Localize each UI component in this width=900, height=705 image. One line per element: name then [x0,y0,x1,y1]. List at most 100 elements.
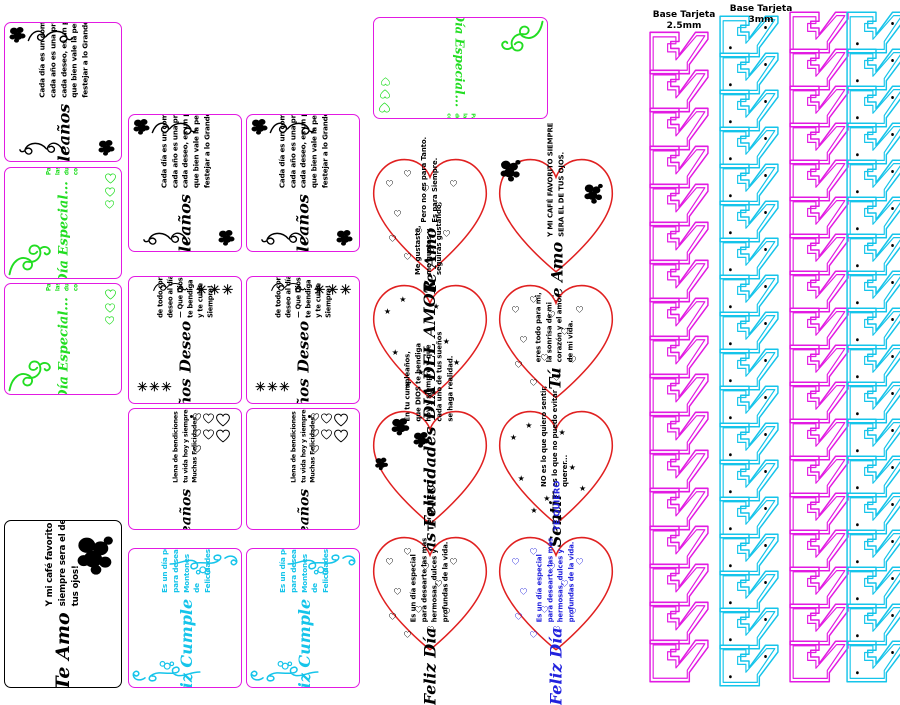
base-piece[interactable] [648,68,710,114]
vine-flourish-icon [501,19,545,57]
base-piece[interactable] [845,491,900,536]
base-piece[interactable] [718,384,780,429]
base-piece[interactable] [648,372,710,418]
base-piece[interactable] [718,421,780,466]
base-piece[interactable] [648,448,710,494]
base-piece[interactable] [648,106,710,152]
heart-heart-sentir[interactable]: Sentir NO es lo que quiero sentir, es lo q… [492,386,620,548]
base-piece[interactable] [845,47,900,92]
base-piece[interactable] [845,380,900,425]
base-piece[interactable] [788,454,850,499]
base-piece[interactable] [788,491,850,536]
base-piece[interactable] [845,269,900,314]
base-piece[interactable] [648,600,710,646]
base-piece[interactable] [788,417,850,462]
base-piece[interactable] [845,417,900,462]
base-piece[interactable] [718,532,780,577]
base-piece[interactable] [845,121,900,166]
label-line-2: 3mm [748,15,774,25]
base-piece[interactable] [845,195,900,240]
base-piece[interactable] [718,458,780,503]
base-piece[interactable] [845,306,900,351]
base-piece[interactable] [788,380,850,425]
card-card-cumple-dios-2[interactable]: Feliz CumpleañosDeseode todo corazón pue… [246,276,360,404]
base-piece[interactable] [788,232,850,277]
vine-flourish-icon [7,355,51,393]
base-piece[interactable] [845,10,900,55]
card-card-cumple-clasico-3[interactable]: Feliz CumpleañosCada día es un comienzo,… [246,114,360,252]
base-piece[interactable] [718,88,780,133]
base-piece[interactable] [648,524,710,570]
hearts-cluster-icon [311,413,355,453]
card-card-cumple-bendiciones-2[interactable]: Feliz Cumpleaños Llena de bendiciones par… [246,408,360,530]
base-piece[interactable] [845,602,900,647]
base-piece[interactable] [788,121,850,166]
card-card-cumple-bendiciones-1[interactable]: Feliz Cumpleaños Llena de bendiciones par… [128,408,242,530]
base-piece[interactable] [648,638,710,684]
base-piece[interactable] [648,258,710,304]
base-piece[interactable] [788,639,850,684]
base-piece[interactable] [788,306,850,351]
base-piece[interactable] [788,195,850,240]
heart-heart-te-amo-siempre[interactable]: Te Amo Pero no es para Tanto. Es para Siem… [366,137,494,293]
base-piece[interactable] [648,182,710,228]
base-piece[interactable] [788,602,850,647]
base-piece[interactable] [845,84,900,129]
base-piece[interactable] [788,10,850,55]
base-piece[interactable] [788,269,850,314]
base-piece[interactable] [845,343,900,388]
base-piece[interactable] [845,565,900,610]
base-piece[interactable] [788,84,850,129]
card-card-feliz-cumple-cyan-1[interactable]: Feliz Cumple Es un día perfecto para desea… [128,548,242,688]
heart-line: hoy y siempre y que [425,344,434,422]
card-card-te-amo-cafe[interactable]: Te Amo Y mi café favorito siempre sera el … [4,520,122,688]
heart-heart-muchas-felicidades[interactable]: Muchas Felicidades En tu cumpleaños, que D… [366,331,494,603]
card-card-cumple-clasico-1[interactable]: Feliz CumpleañosCada día es un comienzo,… [4,22,122,162]
card-card-feliz-cumple-cyan-2[interactable]: Feliz Cumple Es un día perfecto para desea… [246,548,360,688]
base-piece[interactable] [718,643,780,688]
base-piece[interactable] [718,495,780,540]
base-piece[interactable] [718,606,780,651]
base-piece[interactable] [718,14,780,59]
base-piece[interactable] [845,454,900,499]
base-piece[interactable] [788,528,850,573]
heart-heart-te-amo-cafe[interactable]: Te Amo Y MI CAFÉ FAVORITO SIEMPRE SERA EL … [492,122,620,308]
base-piece[interactable] [648,562,710,608]
base-piece[interactable] [718,125,780,170]
base-piece[interactable] [845,232,900,277]
base-piece[interactable] [718,569,780,614]
base-piece[interactable] [648,486,710,532]
base-piece[interactable] [845,639,900,684]
base-piece[interactable] [718,310,780,355]
base-piece[interactable] [845,158,900,203]
heart-heart-feliz-dia-black[interactable]: Feliz Día Es un día especial para desearte… [366,481,494,705]
heart-heart-feliz-dia-blue[interactable]: Feliz Día Es un día especial para desearte… [492,481,620,705]
base-piece[interactable] [845,528,900,573]
base-piece[interactable] [648,144,710,190]
base-piece[interactable] [718,273,780,318]
star-flourish-icon [249,377,291,401]
base-piece[interactable] [718,236,780,281]
star-icon: ★ [453,357,461,367]
base-piece[interactable] [718,347,780,392]
heart-heart-eres-todo[interactable]: Tú eres todo para mi, la sonrisa de mi cora… [492,278,620,404]
base-piece[interactable] [788,565,850,610]
card-card-cumple-dios-1[interactable]: Feliz CumpleañosDeseode todo corazón pue… [128,276,242,404]
base-piece[interactable] [788,343,850,388]
base-piece[interactable] [648,296,710,342]
base-piece[interactable] [718,162,780,207]
base-piece[interactable] [648,410,710,456]
base-piece[interactable] [648,334,710,380]
base-piece[interactable] [648,30,710,76]
base-piece[interactable] [648,220,710,266]
base-piece[interactable] [788,158,850,203]
heart-heart-me-gustas[interactable]: FELIZ DIA DEL AMOR Me gustaste, me gustas … [366,202,494,480]
card-card-cumple-clasico-2[interactable]: Feliz CumpleañosCada día es un comienzo,… [128,114,242,252]
base-piece[interactable] [788,47,850,92]
base-piece[interactable] [718,51,780,96]
base-piece[interactable] [718,199,780,244]
star-icon: ★ [517,473,525,483]
